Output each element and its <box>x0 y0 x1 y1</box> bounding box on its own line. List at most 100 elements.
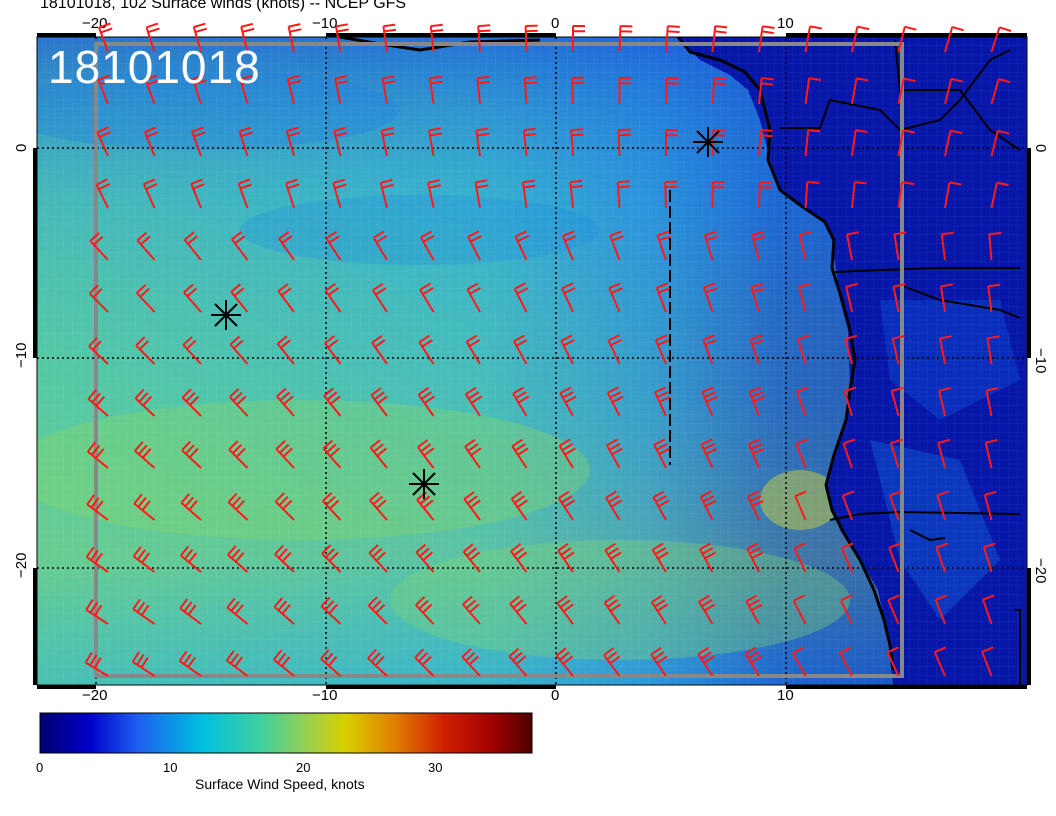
wind-barb <box>417 439 435 469</box>
wind-barb <box>703 230 719 261</box>
wind-barb <box>839 646 853 677</box>
wind-barb <box>990 129 1010 157</box>
wind-barb <box>804 181 820 209</box>
wind-barb <box>990 26 1012 53</box>
wind-barb <box>650 594 669 625</box>
wind-barb <box>703 282 718 313</box>
wind-barb <box>287 23 302 53</box>
wind-barb <box>277 283 295 313</box>
wind-barb <box>181 388 202 417</box>
wind-barb <box>428 127 442 157</box>
wind-barb <box>798 231 812 261</box>
wind-barb <box>841 490 855 521</box>
y-tick-left: −20 <box>13 553 30 578</box>
wind-barb <box>237 178 253 209</box>
wind-barb <box>699 542 716 573</box>
wind-barb <box>332 178 347 209</box>
wind-barb <box>653 438 671 469</box>
wind-barb <box>462 543 481 573</box>
wind-barb <box>796 386 809 417</box>
wind-barb <box>477 24 491 53</box>
wind-barb <box>240 22 255 53</box>
coastline <box>339 35 895 671</box>
wind-barb <box>897 129 915 157</box>
wind-barb <box>510 543 528 573</box>
wind-barb <box>145 22 160 53</box>
wind-barb <box>513 282 529 313</box>
wind-barb <box>889 438 903 469</box>
wind-barb <box>231 231 249 261</box>
y-tick-right: −10 <box>1032 348 1049 373</box>
wind-barb <box>513 334 528 365</box>
wind-barb <box>414 648 435 677</box>
wind-barb <box>323 387 342 417</box>
wind-barb <box>557 490 576 521</box>
wind-barb <box>570 128 584 157</box>
x-tick-top: −10 <box>312 15 337 32</box>
colorbar-tick: 10 <box>163 760 178 775</box>
wind-barb <box>180 493 202 521</box>
wind-barb <box>238 126 253 157</box>
y-tick-left: −10 <box>13 343 30 368</box>
wind-barb <box>891 335 905 365</box>
wind-barb <box>514 230 530 261</box>
wind-barb <box>510 490 528 521</box>
wind-barb <box>571 76 585 105</box>
wind-barb <box>603 594 621 625</box>
wind-barb <box>793 542 807 573</box>
wind-barb <box>603 647 621 677</box>
wind-barb <box>897 181 915 209</box>
wind-barb <box>749 334 764 365</box>
wind-barb <box>843 386 857 417</box>
wind-barb <box>132 598 156 625</box>
storm-markers <box>211 127 723 499</box>
wind-barb <box>89 232 109 261</box>
storm-marker <box>211 300 241 330</box>
wind-barb <box>987 283 1001 313</box>
wind-barb <box>569 179 583 209</box>
wind-barb <box>986 335 1000 365</box>
wind-barb <box>560 334 575 365</box>
wind-barb <box>85 546 109 573</box>
wind-barb <box>665 25 680 53</box>
wind-barb <box>415 543 435 573</box>
wind-barb <box>511 438 529 469</box>
wind-barb <box>655 282 671 313</box>
x-tick-top: 10 <box>777 15 794 32</box>
wind-barb <box>142 178 158 209</box>
y-tick-right: 0 <box>1032 144 1049 152</box>
wind-barb <box>428 75 443 105</box>
wind-barb <box>85 599 109 625</box>
wind-barb <box>888 542 901 573</box>
wind-barb <box>136 284 156 313</box>
wind-barb <box>711 25 728 53</box>
wind-barb <box>944 181 962 209</box>
wind-barb <box>274 492 295 521</box>
wind-barb <box>604 542 622 573</box>
wind-barb <box>893 231 907 261</box>
wind-barb <box>84 651 109 677</box>
wind-barb <box>897 77 916 105</box>
wind-barb <box>698 594 716 625</box>
wind-barb <box>697 646 715 677</box>
wind-barb <box>892 283 906 313</box>
wind-barb <box>758 25 775 53</box>
wind-barb <box>131 651 156 677</box>
colorbar-tick: 30 <box>428 760 443 775</box>
wind-barb <box>844 334 858 365</box>
wind-barb <box>656 230 671 261</box>
wind-barb <box>851 77 869 105</box>
wind-barb <box>804 25 822 53</box>
wind-barb <box>321 544 342 573</box>
wind-barb <box>617 128 631 157</box>
storm-marker <box>693 127 723 157</box>
wind-barb <box>88 284 109 313</box>
inner-frame <box>94 42 904 678</box>
wind-barb <box>286 74 301 105</box>
wind-barb <box>524 24 538 53</box>
storm-marker <box>409 469 439 499</box>
y-tick-left: 0 <box>13 144 30 152</box>
wind-barb <box>618 77 632 104</box>
wind-barb <box>380 127 395 157</box>
wind-barb <box>889 490 902 521</box>
